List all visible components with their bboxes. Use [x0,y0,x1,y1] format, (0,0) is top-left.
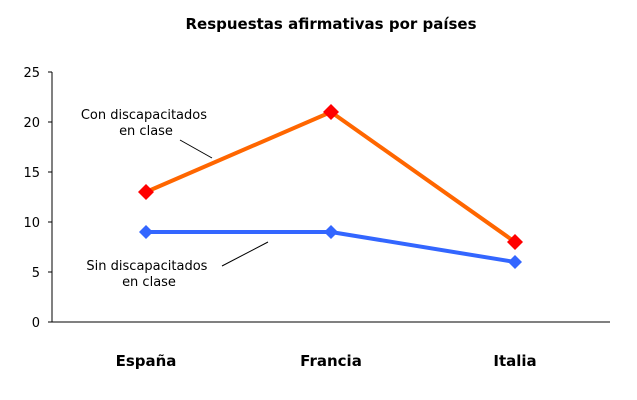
data-point-marker [508,255,522,269]
data-point-marker [507,234,523,250]
x-category-label: Italia [493,352,536,370]
series-line-0 [145,110,517,244]
y-tick-label: 10 [23,216,40,231]
y-tick-label: 15 [23,166,40,181]
series-label-sin-line-1: Sin discapacitados [86,259,207,274]
x-category-label: Francia [300,352,362,370]
data-point-marker [138,184,154,200]
data-point-marker [139,225,153,239]
series-label-sin-leader [221,241,269,267]
data-point-marker [324,225,338,239]
y-tick-label: 20 [23,116,40,131]
chart-title: Respuestas afirmativas por países [185,15,476,33]
series-label-con-leader [179,139,213,159]
series-label-con: Con discapacitados en clase [81,108,211,139]
x-category-label: España [116,352,177,370]
series-label-sin: Sin discapacitados en clase [86,259,211,290]
y-tick-label: 0 [32,316,40,331]
data-point-marker [323,104,339,120]
series-label-con-line-1: Con discapacitados [81,108,207,123]
series-label-con-line-2: en clase [119,124,173,139]
y-tick-label: 5 [32,266,40,281]
y-tick-label: 25 [23,66,40,81]
series-label-sin-line-2: en clase [122,275,176,290]
